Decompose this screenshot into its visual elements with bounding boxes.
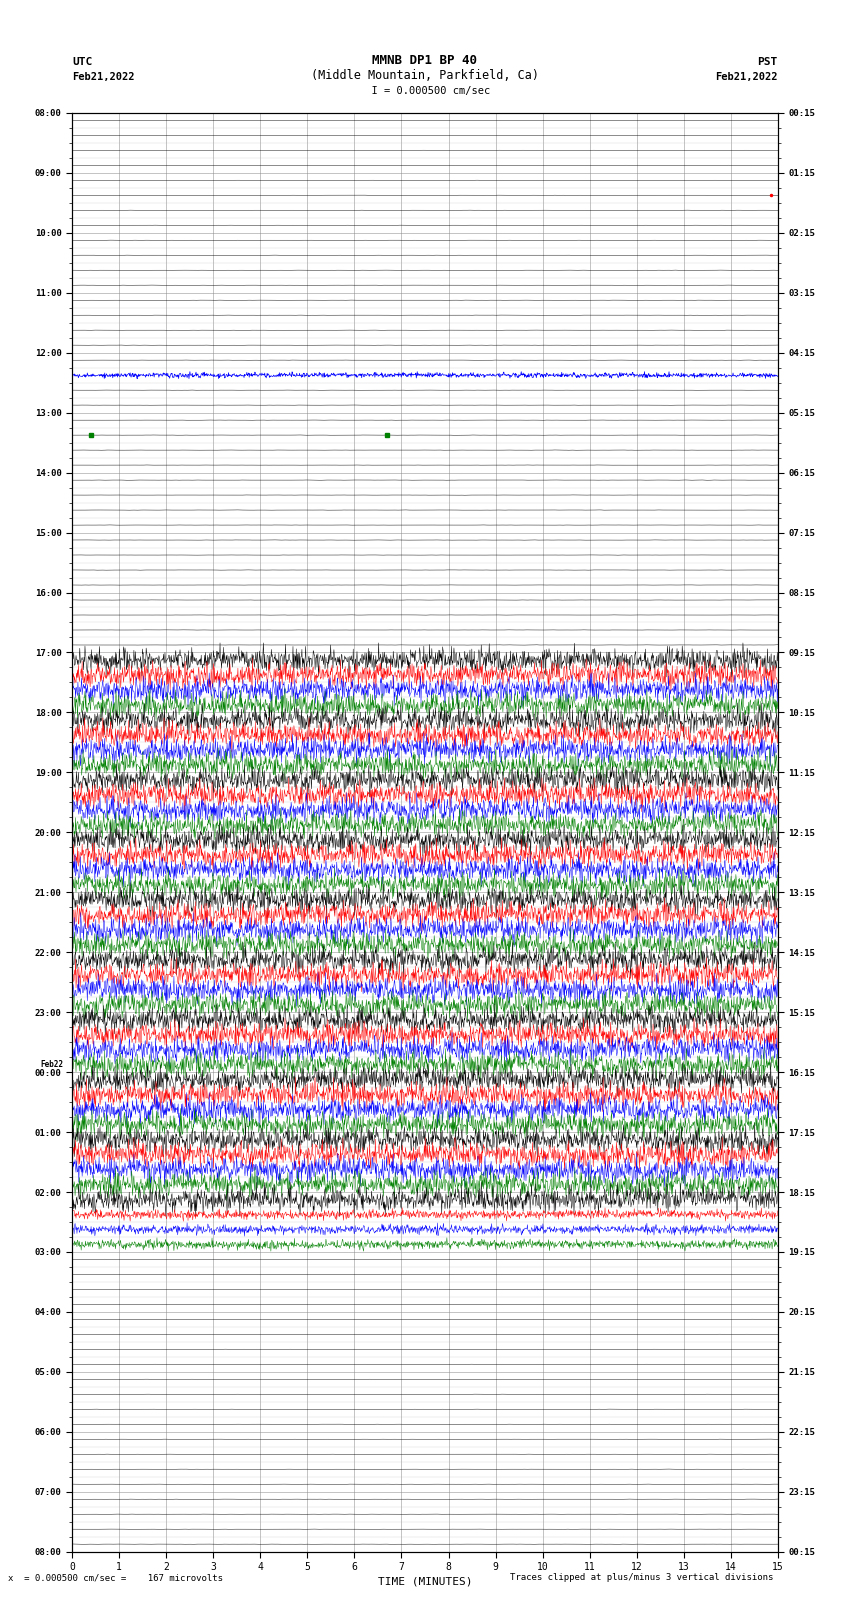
Text: (Middle Mountain, Parkfield, Ca): (Middle Mountain, Parkfield, Ca) (311, 69, 539, 82)
Text: Feb22: Feb22 (41, 1060, 64, 1069)
Text: x  = 0.000500 cm/sec =    167 microvolts: x = 0.000500 cm/sec = 167 microvolts (8, 1573, 224, 1582)
X-axis label: TIME (MINUTES): TIME (MINUTES) (377, 1576, 473, 1586)
Text: PST: PST (757, 56, 778, 66)
Text: UTC: UTC (72, 56, 93, 66)
Text: MMNB DP1 BP 40: MMNB DP1 BP 40 (372, 53, 478, 66)
Text: Feb21,2022: Feb21,2022 (715, 73, 778, 82)
Text: Traces clipped at plus/minus 3 vertical divisions: Traces clipped at plus/minus 3 vertical … (510, 1573, 774, 1582)
Text: I = 0.000500 cm/sec: I = 0.000500 cm/sec (360, 85, 490, 97)
Text: Feb21,2022: Feb21,2022 (72, 73, 135, 82)
